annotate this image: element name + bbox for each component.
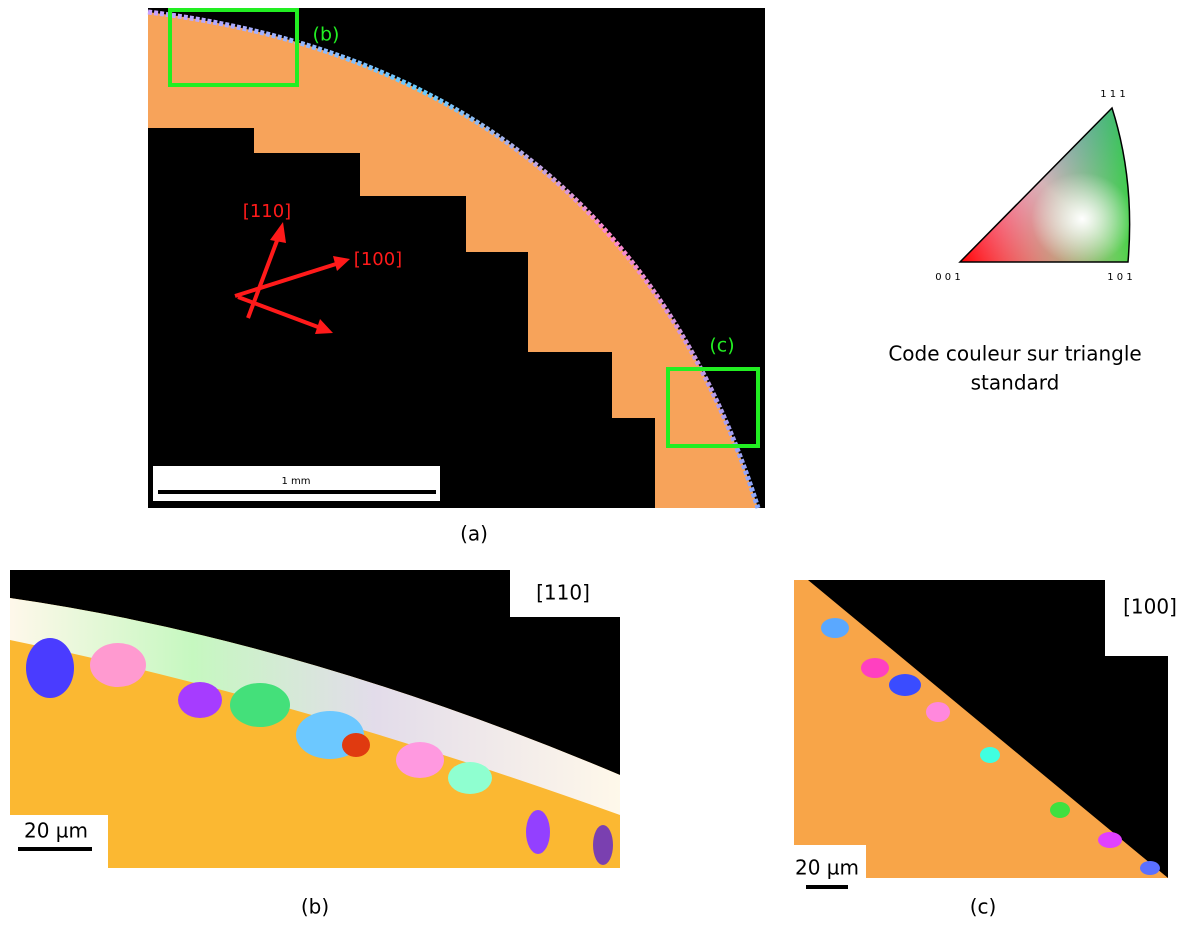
caption: (c) xyxy=(970,895,997,919)
grains-c xyxy=(821,618,1160,875)
map-b-void xyxy=(10,570,620,775)
caption: (a) xyxy=(460,522,488,546)
direction-label: [100] xyxy=(1123,595,1177,619)
corner-label: 0 0 1 xyxy=(935,272,960,283)
label-box xyxy=(1105,580,1196,656)
scale-box xyxy=(794,845,866,878)
arrow-label: [110] xyxy=(243,201,291,222)
grains-b xyxy=(26,638,613,865)
label-box xyxy=(510,570,620,617)
scale-label: 20 µm xyxy=(795,856,859,880)
grain-band xyxy=(10,598,620,815)
scale-label: 1 mm xyxy=(281,476,310,487)
scale-box xyxy=(153,466,440,501)
box-label: (c) xyxy=(709,335,734,357)
box-label: (b) xyxy=(313,24,340,46)
legend-caption: Code couleur sur triangle xyxy=(888,342,1141,366)
ipf-triangle-outline xyxy=(958,106,1131,263)
caption: (b) xyxy=(301,895,329,919)
corner-label: 1 0 1 xyxy=(1107,272,1132,283)
scale-box xyxy=(10,815,108,870)
zoom-box-b xyxy=(168,8,299,87)
arrow-label: [100] xyxy=(354,249,402,270)
orange-grain-c xyxy=(794,580,1168,878)
corner-label: 1 1 1 xyxy=(1100,89,1125,100)
legend-caption: standard xyxy=(971,371,1060,395)
fine-grain-edge xyxy=(147,9,761,509)
direction-label: [110] xyxy=(536,581,590,605)
scale-label: 20 µm xyxy=(24,819,88,843)
zoom-box-c xyxy=(666,367,760,448)
crystal-arrows xyxy=(234,222,350,334)
orange-grain xyxy=(148,12,758,508)
